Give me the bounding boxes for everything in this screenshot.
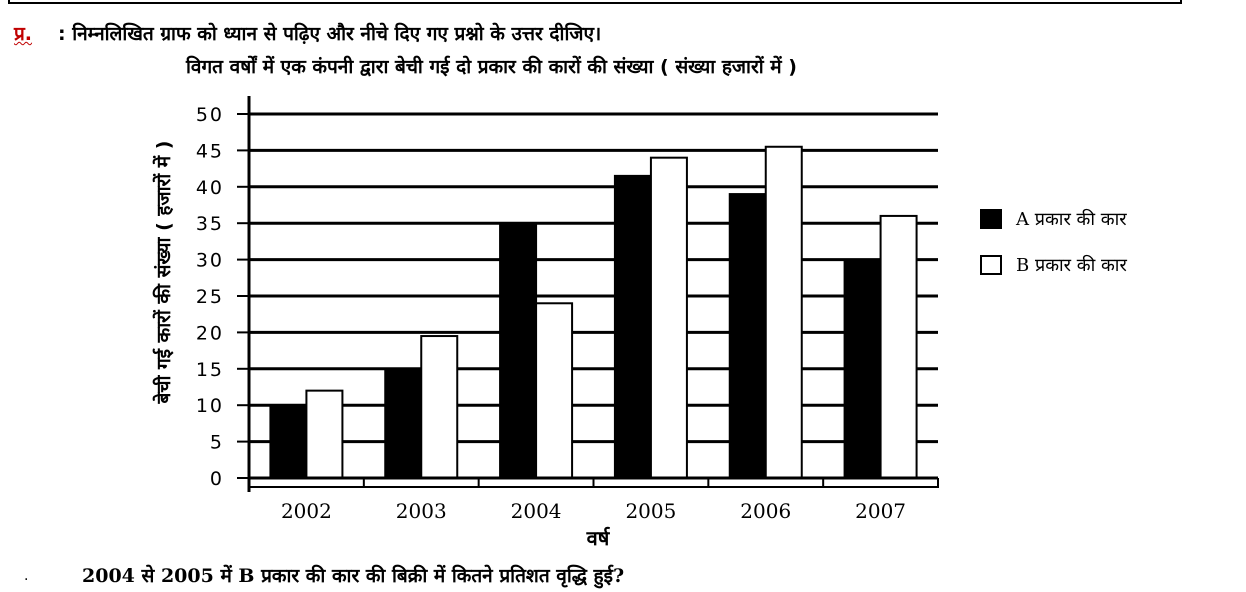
bar-a-2006 [728,193,767,480]
bar-b-2005 [649,156,688,479]
y-axis-title: बेची गई कारों की संख्या ( हजारों में ) [152,141,175,405]
top-border [8,0,1182,4]
x-axis-title: वर्ष [586,526,611,550]
y-tick-label: 5 [210,432,224,454]
y-tick-label: 45 [196,140,224,162]
bar-b-2007 [879,214,918,479]
instruction-text: : निम्नलिखित ग्राफ को ध्यान से पढ़िए और … [58,23,602,45]
legend-item-b: B प्रकार की कार [980,242,1127,288]
y-tick-label: 10 [196,395,224,417]
legend-item-a: A प्रकार की कार [980,196,1127,242]
y-tick-label: 0 [210,468,224,490]
bar-a-2003 [384,367,423,479]
y-tick-label: 40 [196,177,224,199]
x-tick-label: 2003 [396,499,447,523]
question-bullet: . [24,568,29,584]
legend-swatch-a [980,209,1002,229]
bar-a-2007 [843,258,882,479]
x-tick-label: 2005 [625,499,676,523]
x-tick-label: 2002 [281,499,332,523]
question-text: 2004 से 2005 में B प्रकार की कार की बिक्… [82,565,625,587]
bar-a-2005 [613,174,652,479]
bar-a-2002 [269,404,308,480]
bar-b-2003 [420,335,459,480]
y-tick-label: 30 [196,250,224,272]
bar-a-2004 [499,222,538,479]
question-prefix: प्र. [14,23,33,45]
x-tick-label: 2007 [855,499,906,523]
y-tick-label: 15 [196,359,224,381]
bar-b-2006 [764,145,803,479]
legend-swatch-b [980,255,1002,275]
x-tick-label: 2004 [511,499,562,523]
y-tick-label: 50 [196,104,224,126]
y-tick-label: 25 [196,286,224,308]
y-tick-label: 35 [196,213,224,235]
chart-title: विगत वर्षों में एक कंपनी द्वारा बेची गई … [186,56,797,78]
bar-b-2002 [305,389,344,480]
x-tick-label: 2006 [740,499,791,523]
chart-legend: A प्रकार की कार B प्रकार की कार [980,196,1127,288]
legend-label-b: B प्रकार की कार [1016,255,1127,276]
legend-label-a: A प्रकार की कार [1016,209,1127,230]
y-tick-label: 20 [196,322,224,344]
bar-b-2004 [535,302,574,479]
